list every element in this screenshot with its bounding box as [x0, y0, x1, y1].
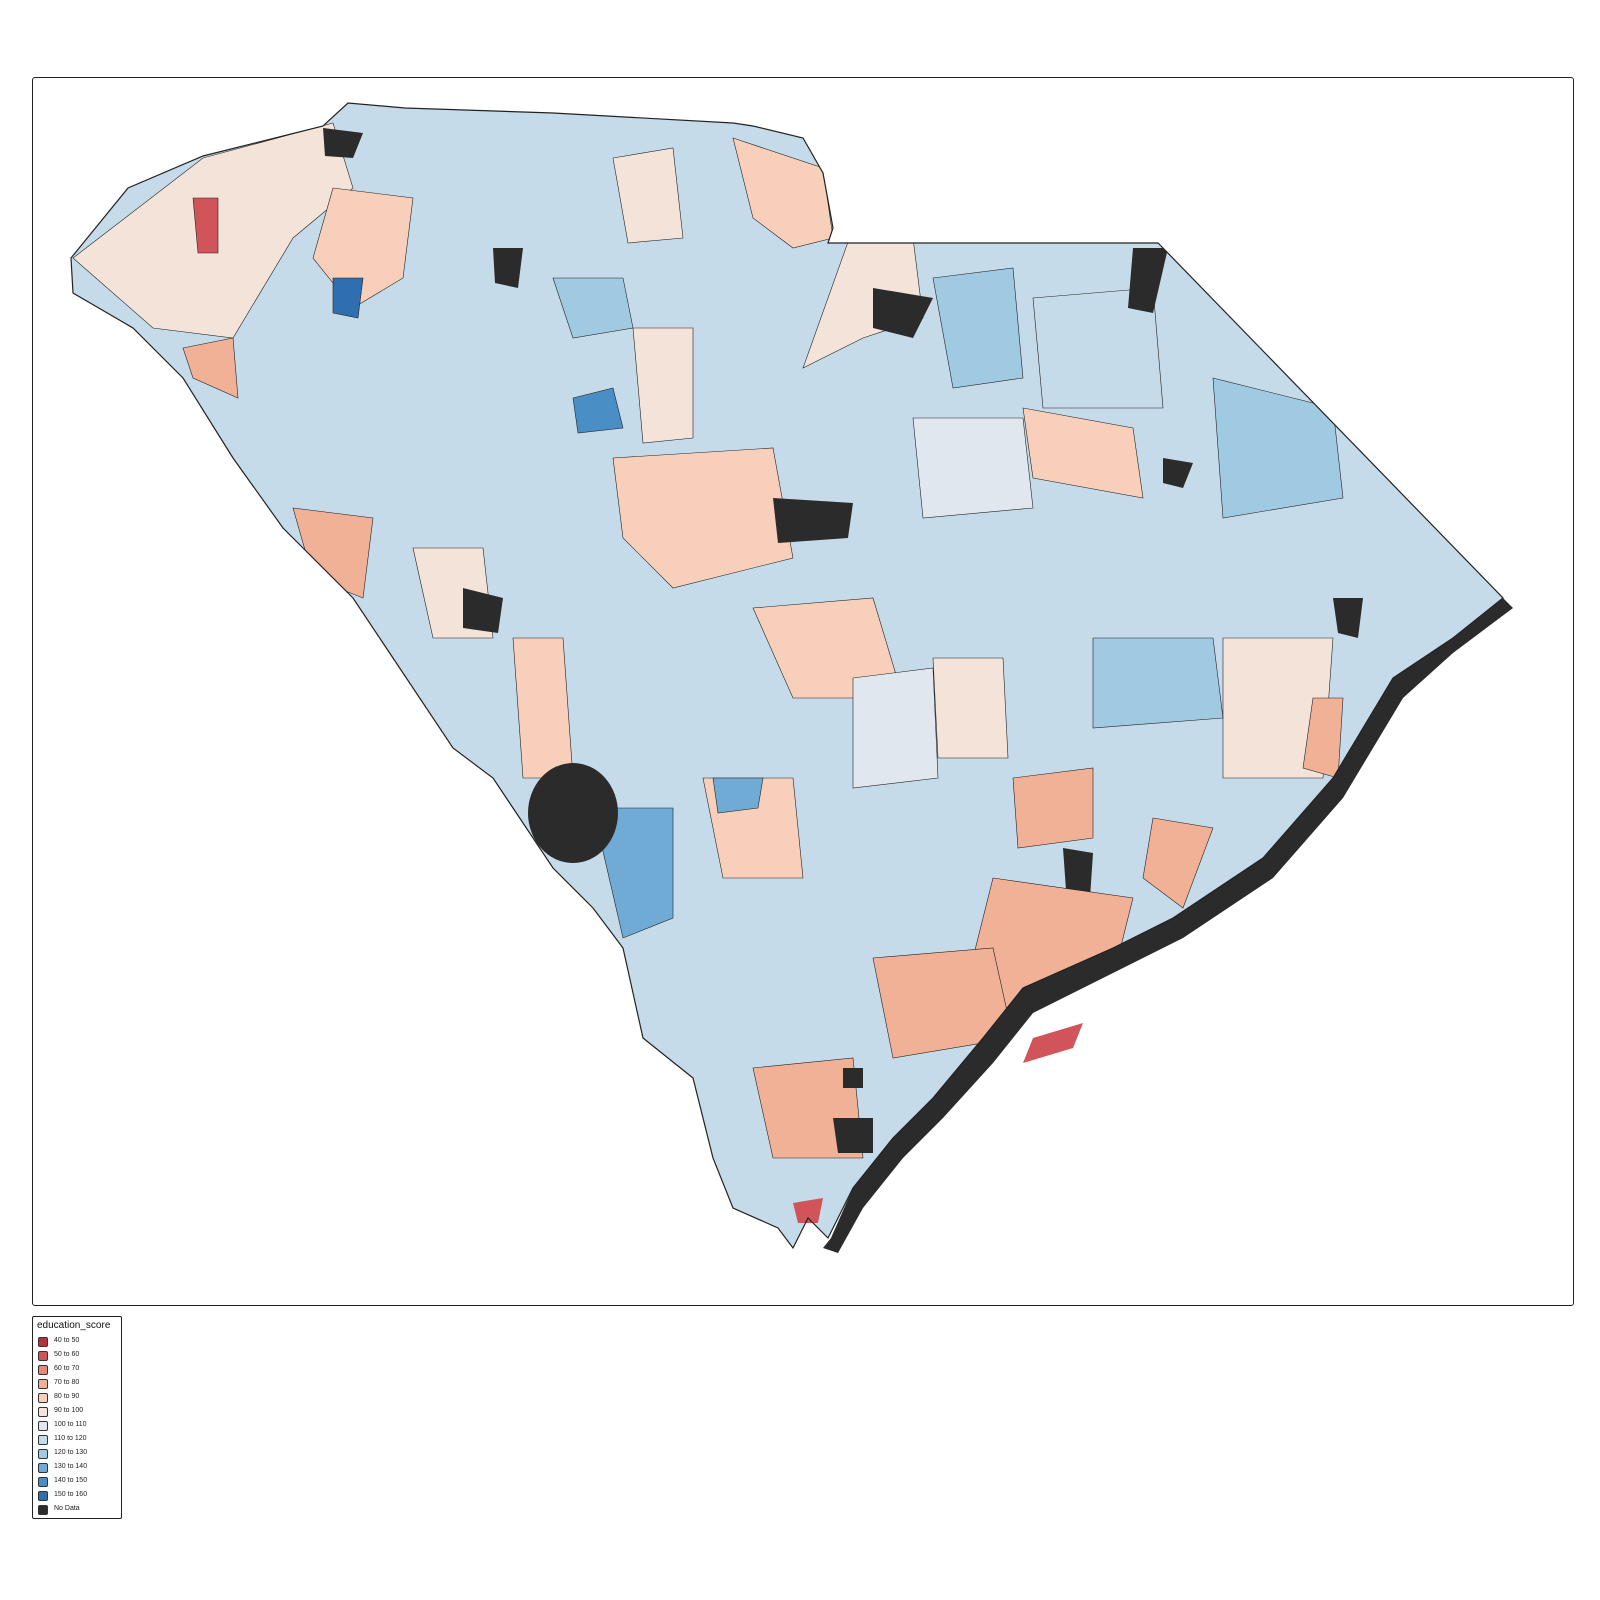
legend-label: 80 to 90 [54, 1393, 80, 1400]
map-frame [32, 77, 1574, 1306]
legend-swatch [38, 1407, 48, 1417]
legend-title: education_score [37, 1320, 111, 1331]
map-legend: education_score 40 to 50 50 to 60 60 to 70… [32, 1316, 122, 1519]
legend-swatch [38, 1351, 48, 1361]
legend-label: 150 to 160 [54, 1491, 88, 1498]
legend-swatch [38, 1393, 48, 1403]
legend-swatch [38, 1477, 48, 1487]
legend-label: 40 to 50 [54, 1337, 80, 1344]
coastal-tract-low [1023, 1023, 1083, 1063]
legend-label: No Data [54, 1505, 80, 1512]
legend-label: 70 to 80 [54, 1379, 80, 1386]
legend-swatch [38, 1421, 48, 1431]
legend-label: 90 to 100 [54, 1407, 84, 1414]
coastal-tract-low [793, 1198, 823, 1223]
legend-label: 100 to 110 [54, 1421, 87, 1428]
reservoir-no-data [528, 763, 618, 863]
legend-swatch [38, 1505, 48, 1515]
legend-swatch [38, 1337, 48, 1347]
choropleth-map [70, 102, 1513, 1253]
legend-label: 140 to 150 [54, 1477, 88, 1484]
legend-swatch [38, 1491, 48, 1501]
legend-swatch [38, 1435, 48, 1445]
tract-regions [71, 103, 1503, 1248]
legend-swatch [38, 1379, 48, 1389]
legend-swatch [38, 1449, 48, 1459]
legend-label: 110 to 120 [54, 1435, 87, 1442]
legend-label: 50 to 60 [54, 1351, 80, 1358]
legend-swatch [38, 1463, 48, 1473]
coastal-buffer [823, 598, 1513, 1253]
legend-label: 60 to 70 [54, 1365, 80, 1372]
legend-swatch [38, 1365, 48, 1375]
legend-label: 130 to 140 [54, 1463, 88, 1470]
legend-label: 120 to 130 [54, 1449, 88, 1456]
